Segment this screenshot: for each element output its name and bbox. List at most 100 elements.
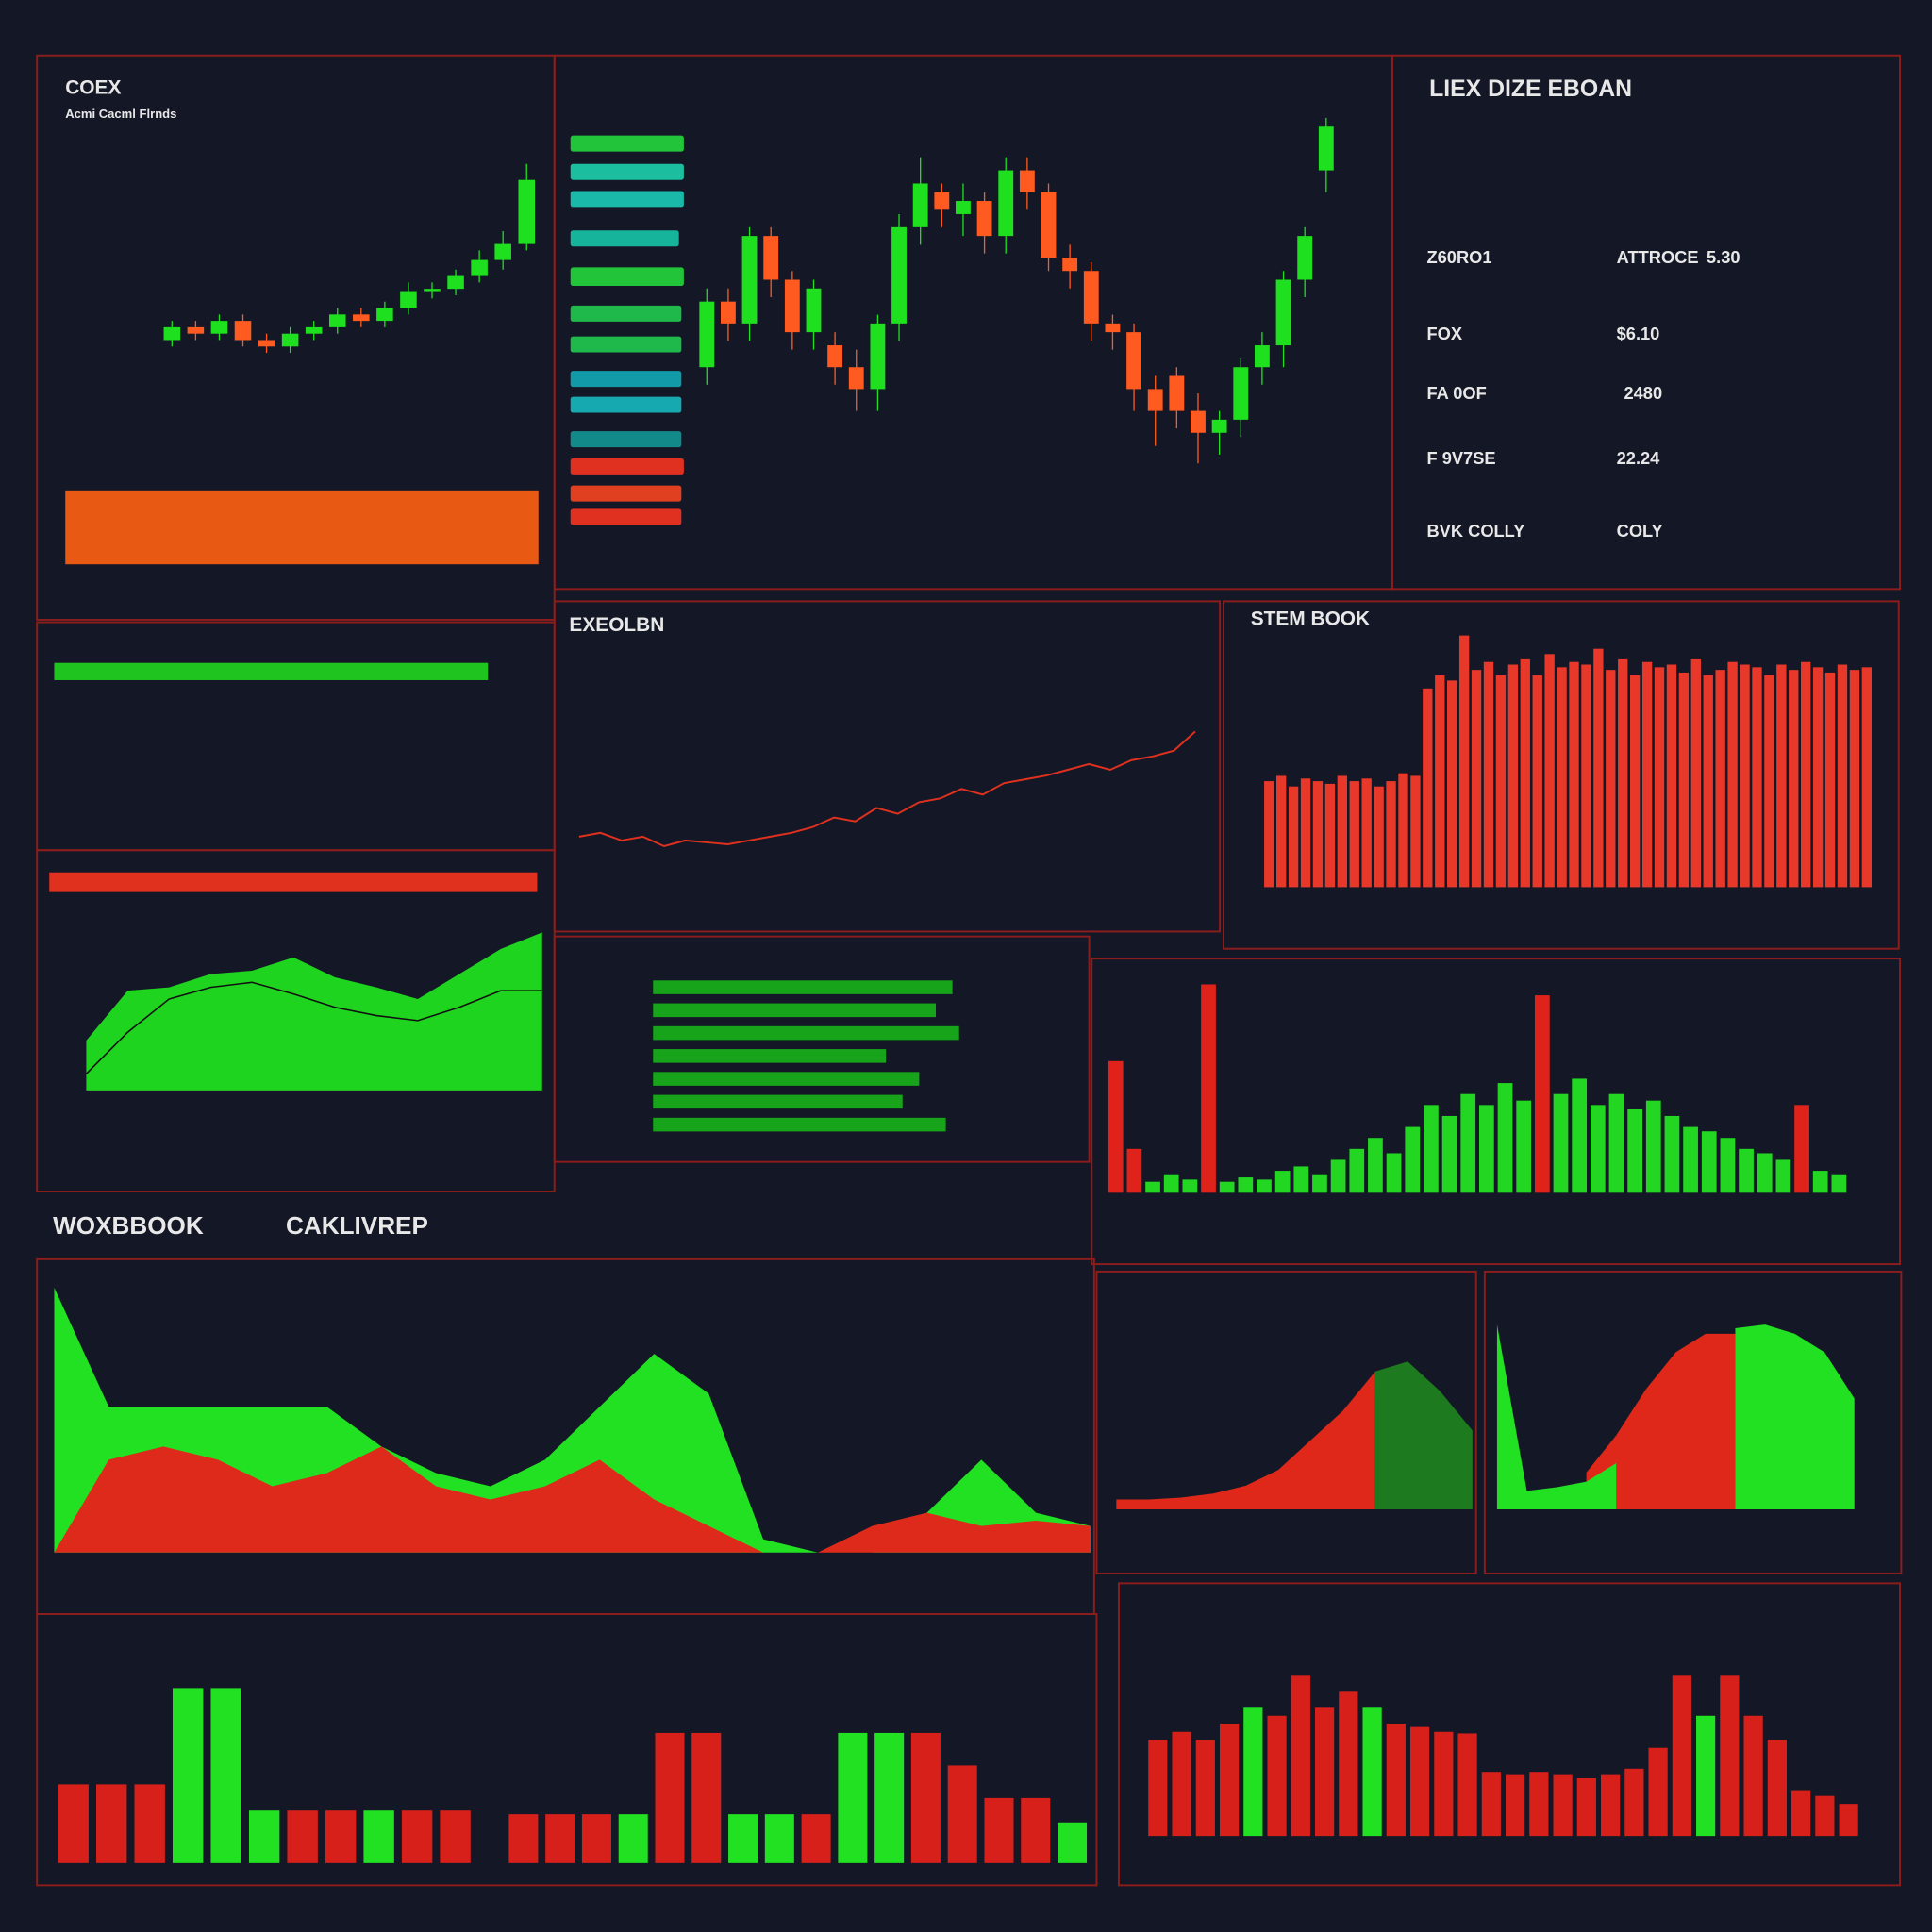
bar: [655, 1732, 685, 1863]
bar: [1715, 670, 1725, 888]
candle-body: [1191, 410, 1206, 433]
line: [578, 730, 1196, 848]
bar: [618, 1814, 648, 1863]
bar: [1690, 658, 1701, 888]
chart-subtitle: Acmi Cacml Flrnds: [65, 107, 176, 121]
info-title: LIEX DIZE EBOAN: [1429, 76, 1632, 102]
candle-body: [976, 201, 992, 237]
bar: [1182, 1179, 1198, 1193]
bar: [1529, 1772, 1549, 1837]
bar: [1274, 1171, 1291, 1193]
bar: [1837, 664, 1848, 888]
candle-body: [956, 201, 971, 214]
info-cell: BVK COLLY: [1426, 521, 1524, 541]
bar: [1678, 672, 1690, 888]
bar: [984, 1797, 1014, 1863]
bar: [1314, 1707, 1335, 1837]
bar: [1544, 654, 1555, 888]
bar: [1458, 635, 1470, 888]
bar: [1497, 1083, 1513, 1193]
candle-body: [1169, 375, 1185, 411]
bar: [248, 1810, 280, 1863]
bar: [508, 1814, 539, 1863]
candle-body: [912, 183, 928, 227]
bar: [1641, 661, 1653, 888]
bar: [581, 1814, 611, 1863]
bar: [1172, 1731, 1191, 1837]
bar: [1581, 664, 1591, 888]
bar: [1267, 1715, 1287, 1837]
candle-body: [305, 326, 323, 334]
heat-band: [65, 490, 539, 565]
info-cell: FA 0OF: [1426, 383, 1486, 403]
bar: [1703, 675, 1713, 888]
candle-body: [353, 314, 370, 322]
bar: [1764, 675, 1774, 888]
bar: [1590, 1105, 1606, 1193]
candle-body: [1126, 332, 1141, 390]
bar: [1108, 1060, 1124, 1193]
bar: [838, 1732, 868, 1863]
candle-body: [1062, 258, 1078, 272]
bar: [1507, 664, 1519, 888]
bar: [58, 1784, 89, 1863]
info-cell: FOX: [1426, 324, 1462, 343]
bar: [1424, 1105, 1439, 1193]
bar: [1824, 672, 1836, 888]
candle-body: [1147, 389, 1163, 411]
depth-bar: [653, 1094, 903, 1109]
candle-body: [934, 192, 950, 210]
bar: [1447, 680, 1457, 888]
candle-body: [447, 275, 464, 290]
candle-body: [376, 308, 393, 322]
bar: [1349, 1148, 1365, 1193]
candle-body: [471, 259, 488, 276]
status-bar: [54, 662, 489, 680]
bar: [1776, 664, 1787, 888]
panel-frames: [36, 54, 1903, 1887]
candle-body: [210, 321, 228, 334]
section-label: WOXBBOOK: [53, 1211, 204, 1240]
bar: [1815, 1795, 1835, 1837]
bar: [1145, 1181, 1160, 1193]
bar: [287, 1810, 318, 1863]
bar: [363, 1810, 394, 1863]
bar: [1752, 667, 1762, 888]
bar: [1021, 1797, 1051, 1863]
bar: [1435, 675, 1445, 888]
chart-title: COEX: [65, 77, 121, 99]
bar: [947, 1765, 977, 1863]
bar: [1312, 1174, 1327, 1193]
bar: [1243, 1707, 1263, 1837]
candle-body: [784, 279, 800, 333]
bar: [1409, 1726, 1430, 1837]
bar: [1126, 1148, 1142, 1193]
bar: [1291, 1675, 1310, 1837]
bar: [1483, 661, 1494, 888]
bar: [1831, 1174, 1847, 1193]
bar: [1361, 778, 1372, 888]
bar: [1275, 775, 1287, 888]
bar: [1608, 1093, 1624, 1193]
bar: [96, 1784, 127, 1863]
button-list[interactable]: [570, 135, 684, 525]
depth-bar: [653, 1117, 946, 1132]
bar: [1434, 1731, 1454, 1837]
area: [1374, 1361, 1473, 1509]
candle-body: [1275, 279, 1291, 346]
bar: [1648, 1747, 1668, 1837]
bar: [1740, 664, 1750, 888]
bar: [1058, 1822, 1088, 1863]
info-cell: Z60RO1: [1426, 247, 1491, 267]
bar: [210, 1688, 242, 1863]
bar: [1293, 1166, 1309, 1193]
info-cell: $6.10: [1617, 324, 1660, 343]
depth-bar: [653, 980, 953, 994]
candle-body: [998, 170, 1014, 237]
bar: [1219, 1724, 1240, 1837]
bar: [1576, 1777, 1596, 1837]
bar: [545, 1814, 575, 1863]
bar: [1720, 1675, 1740, 1837]
bar: [1727, 661, 1738, 888]
